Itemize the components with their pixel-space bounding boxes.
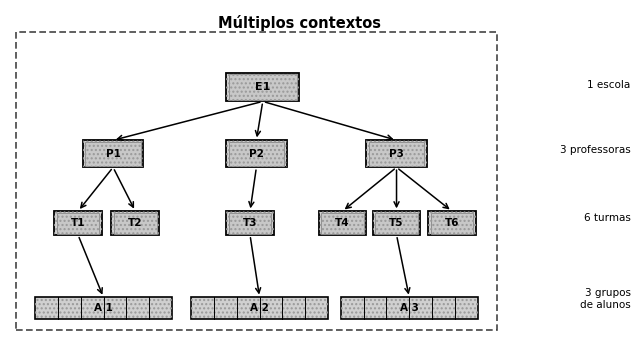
Bar xyxy=(318,211,366,235)
Bar xyxy=(229,74,297,100)
Text: P1: P1 xyxy=(106,149,120,159)
Text: P2: P2 xyxy=(249,149,264,159)
Bar xyxy=(226,211,274,235)
Bar xyxy=(191,297,328,319)
Text: T3: T3 xyxy=(243,218,257,228)
Bar xyxy=(373,211,420,235)
Bar xyxy=(35,297,172,319)
Bar xyxy=(375,213,418,234)
Text: 6 turmas: 6 turmas xyxy=(583,213,631,223)
Text: T1: T1 xyxy=(71,218,85,228)
Bar xyxy=(226,140,287,167)
Text: T6: T6 xyxy=(445,218,459,228)
Bar xyxy=(428,211,476,235)
Bar xyxy=(111,211,159,235)
Bar xyxy=(226,73,299,101)
Bar xyxy=(341,297,478,319)
Bar xyxy=(114,213,157,234)
Text: P3: P3 xyxy=(389,149,404,159)
Bar xyxy=(226,140,287,167)
Text: 1 escola: 1 escola xyxy=(587,79,631,90)
Bar xyxy=(373,211,420,235)
Bar xyxy=(35,297,172,319)
Text: A 2: A 2 xyxy=(250,304,269,313)
Bar xyxy=(321,213,364,234)
Text: Múltiplos contextos: Múltiplos contextos xyxy=(218,15,381,31)
Bar xyxy=(191,297,328,319)
Bar xyxy=(431,213,473,234)
Bar xyxy=(54,211,102,235)
Text: T5: T5 xyxy=(389,218,404,228)
Bar xyxy=(54,211,102,235)
Text: 3 professoras: 3 professoras xyxy=(560,145,631,155)
Bar xyxy=(16,32,497,330)
Bar xyxy=(369,142,424,166)
Bar xyxy=(83,140,143,167)
Text: T2: T2 xyxy=(128,218,143,228)
Bar xyxy=(83,140,143,167)
Bar xyxy=(229,142,284,166)
Text: A 1: A 1 xyxy=(94,304,113,313)
Text: 3 grupos
de alunos: 3 grupos de alunos xyxy=(580,288,631,310)
Text: E1: E1 xyxy=(255,82,271,92)
Text: T4: T4 xyxy=(335,218,350,228)
Bar xyxy=(57,213,99,234)
Bar xyxy=(341,297,478,319)
Bar xyxy=(111,211,159,235)
Bar xyxy=(366,140,427,167)
Bar xyxy=(226,73,299,101)
Bar xyxy=(85,142,141,166)
Bar xyxy=(318,211,366,235)
Bar xyxy=(229,213,271,234)
Bar xyxy=(428,211,476,235)
Bar xyxy=(366,140,427,167)
Bar xyxy=(226,211,274,235)
Text: A 3: A 3 xyxy=(400,304,419,313)
